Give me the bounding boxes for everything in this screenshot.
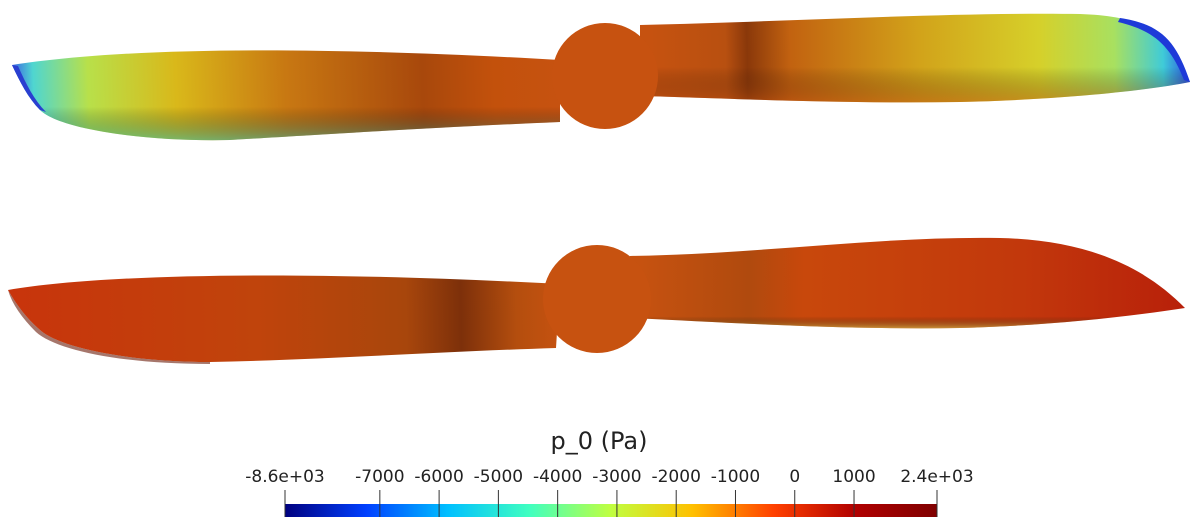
colorbar-tick-label: -7000 <box>355 467 405 487</box>
propeller-top <box>12 13 1190 141</box>
colorbar-tick-label: -4000 <box>532 467 583 487</box>
top-right-blade-edge <box>640 13 1190 103</box>
colorbar-tick-label: -1000 <box>710 467 761 487</box>
bottom-right-blade-edge <box>630 237 1185 329</box>
top-left-blade-edge <box>12 50 560 141</box>
colorbar-tick-label: -8.6e+03 <box>245 467 325 487</box>
colorbar-tick-label: 2.4e+03 <box>900 467 974 487</box>
colorbar-tick-label: 1000 <box>832 467 876 487</box>
top-hub <box>552 23 658 129</box>
colorbar-gradient <box>285 504 937 517</box>
propeller-bottom <box>8 237 1185 364</box>
colorbar-tick-label: -5000 <box>473 467 524 487</box>
top-right-blade-tip <box>1118 18 1190 82</box>
colorbar-ticks <box>284 490 938 517</box>
colorbar-tick-label: -2000 <box>651 467 701 487</box>
colorbar-tick-label: -6000 <box>414 467 464 487</box>
colorbar <box>284 490 938 517</box>
colorbar-title: p_0 (Pa) <box>550 427 648 455</box>
top-left-blade-tip <box>12 65 46 112</box>
colorbar-tick-label: -3000 <box>592 467 642 487</box>
bottom-hub <box>543 245 651 353</box>
colorbar-tick-label: 0 <box>789 467 801 487</box>
bottom-left-blade <box>8 275 560 362</box>
